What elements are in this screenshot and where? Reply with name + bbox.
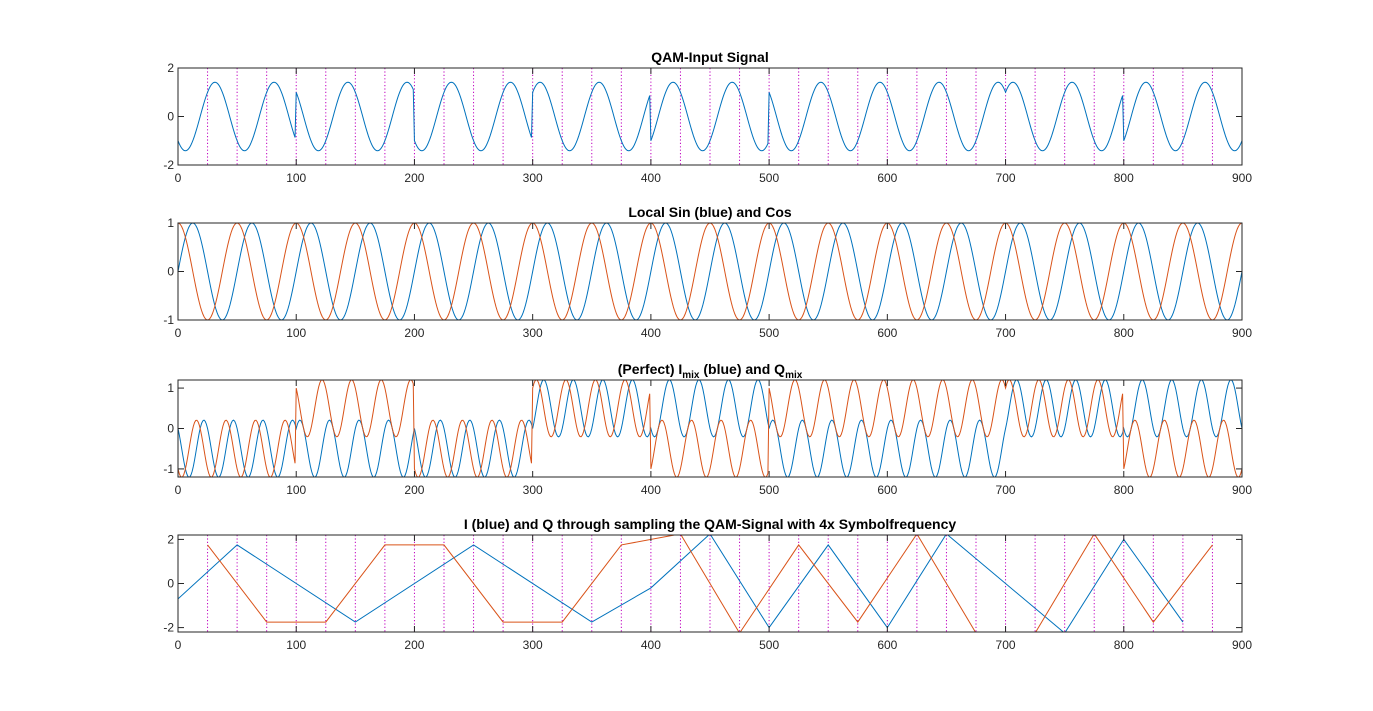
- x-tick-label: 600: [877, 483, 897, 497]
- x-tick-label: 700: [996, 326, 1016, 340]
- chart-title: QAM-Input Signal: [651, 49, 768, 65]
- x-tick-label: 700: [996, 638, 1016, 652]
- y-tick-label: 1: [167, 381, 174, 395]
- x-tick-label: 0: [175, 483, 182, 497]
- x-tick-label: 900: [1232, 326, 1252, 340]
- x-tick-label: 200: [404, 483, 424, 497]
- x-tick-label: 500: [759, 483, 779, 497]
- x-tick-label: 100: [286, 171, 306, 185]
- x-tick-label: 900: [1232, 171, 1252, 185]
- x-tick-label: 600: [877, 638, 897, 652]
- y-tick-label: 0: [167, 577, 174, 591]
- x-tick-label: 100: [286, 638, 306, 652]
- x-tick-label: 0: [175, 638, 182, 652]
- series-line-1: [178, 380, 1242, 477]
- y-tick-label: 2: [167, 61, 174, 75]
- x-tick-label: 300: [523, 326, 543, 340]
- x-tick-label: 700: [996, 171, 1016, 185]
- x-tick-label: 300: [523, 171, 543, 185]
- x-tick-label: 800: [1114, 483, 1134, 497]
- x-tick-label: 900: [1232, 638, 1252, 652]
- x-tick-label: 500: [759, 171, 779, 185]
- x-tick-label: 100: [286, 326, 306, 340]
- x-tick-label: 800: [1114, 638, 1134, 652]
- y-tick-label: 0: [167, 422, 174, 436]
- x-tick-label: 0: [175, 326, 182, 340]
- x-tick-label: 500: [759, 326, 779, 340]
- series-line-0: [178, 81, 1242, 152]
- y-tick-label: -1: [163, 462, 174, 476]
- x-tick-label: 300: [523, 483, 543, 497]
- x-tick-label: 400: [641, 638, 661, 652]
- x-tick-label: 400: [641, 326, 661, 340]
- chart-title: I (blue) and Q through sampling the QAM-…: [464, 516, 957, 532]
- x-tick-label: 600: [877, 326, 897, 340]
- y-tick-label: 2: [167, 532, 174, 546]
- x-tick-label: 300: [523, 638, 543, 652]
- x-tick-label: 600: [877, 171, 897, 185]
- x-tick-label: 200: [404, 171, 424, 185]
- x-tick-label: 800: [1114, 171, 1134, 185]
- x-tick-label: 800: [1114, 326, 1134, 340]
- x-tick-label: 400: [641, 483, 661, 497]
- x-tick-label: 100: [286, 483, 306, 497]
- x-tick-label: 500: [759, 638, 779, 652]
- y-tick-label: -2: [163, 621, 174, 635]
- y-tick-label: -2: [163, 158, 174, 172]
- x-tick-label: 200: [404, 326, 424, 340]
- series-line-0: [178, 223, 1242, 320]
- subplot-qam-input-signal: 0 100 200 300 400 500 600 700 800 900-202QAM-Inpu…: [163, 49, 1252, 185]
- x-tick-label: 0: [175, 171, 182, 185]
- y-tick-label: 1: [167, 216, 174, 230]
- x-tick-label: 400: [641, 171, 661, 185]
- x-tick-label: 700: [996, 483, 1016, 497]
- y-tick-label: -1: [163, 313, 174, 327]
- series-line-0: [178, 380, 1242, 477]
- y-tick-label: 0: [167, 110, 174, 124]
- subplot-perfect-imix-qmix: 0 100 200 300 400 500 600 700 800 900-101(Perfect…: [163, 361, 1252, 497]
- x-tick-label: 200: [404, 638, 424, 652]
- series-line-1: [207, 535, 1213, 632]
- chart-title: (Perfect) Imix (blue) and Qmix: [618, 361, 803, 381]
- x-tick-label: 900: [1232, 483, 1252, 497]
- y-tick-label: 0: [167, 265, 174, 279]
- chart-title: Local Sin (blue) and Cos: [628, 204, 792, 220]
